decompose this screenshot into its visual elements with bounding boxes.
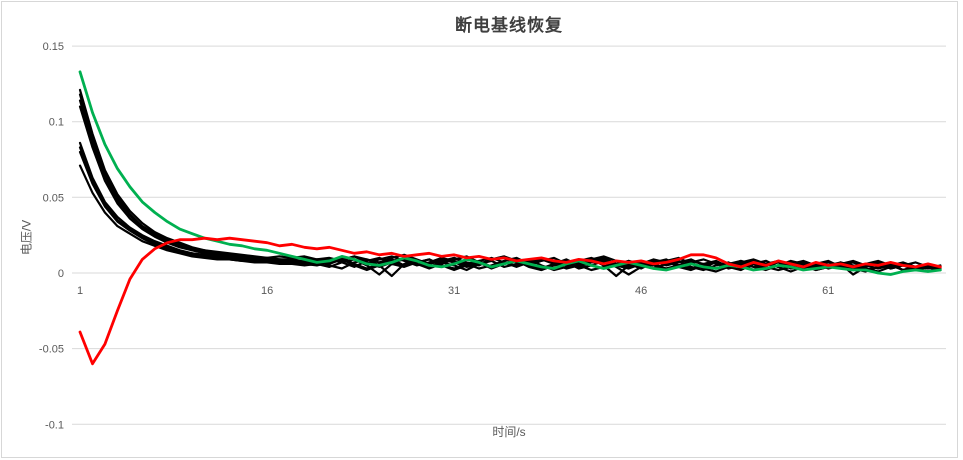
series-line-green bbox=[78, 70, 942, 276]
series-line-black-3 bbox=[78, 99, 942, 272]
x-tick-label: 31 bbox=[448, 285, 460, 297]
x-tick-label: 1 bbox=[77, 285, 83, 297]
series-line-black-2 bbox=[78, 93, 942, 272]
x-tick-label: 46 bbox=[635, 285, 647, 297]
gridlines bbox=[72, 45, 946, 425]
y-tick-label: 0.05 bbox=[43, 192, 64, 204]
chart-title: 断电基线恢复 bbox=[455, 16, 563, 35]
y-axis-title: 电压/V bbox=[19, 219, 34, 256]
y-tick-label: -0.05 bbox=[39, 344, 64, 356]
series-line-black-4 bbox=[78, 105, 942, 272]
series-line-red bbox=[78, 236, 942, 366]
x-tick-label: 16 bbox=[261, 285, 273, 297]
series-lines bbox=[78, 70, 942, 366]
y-tick-label: 0.15 bbox=[43, 41, 64, 53]
series-line-black-1 bbox=[78, 88, 942, 270]
x-axis-title: 时间/s bbox=[492, 425, 526, 439]
y-axis-tick-labels: 0.15 0.1 0.05 0 -0.05 -0.1 bbox=[39, 41, 64, 431]
x-tick-label: 61 bbox=[822, 285, 834, 297]
y-tick-label: 0.1 bbox=[49, 117, 64, 129]
y-tick-label: -0.1 bbox=[45, 419, 64, 431]
x-axis-tick-labels: 1 16 31 46 61 bbox=[77, 285, 834, 297]
y-tick-label: 0 bbox=[58, 268, 64, 280]
